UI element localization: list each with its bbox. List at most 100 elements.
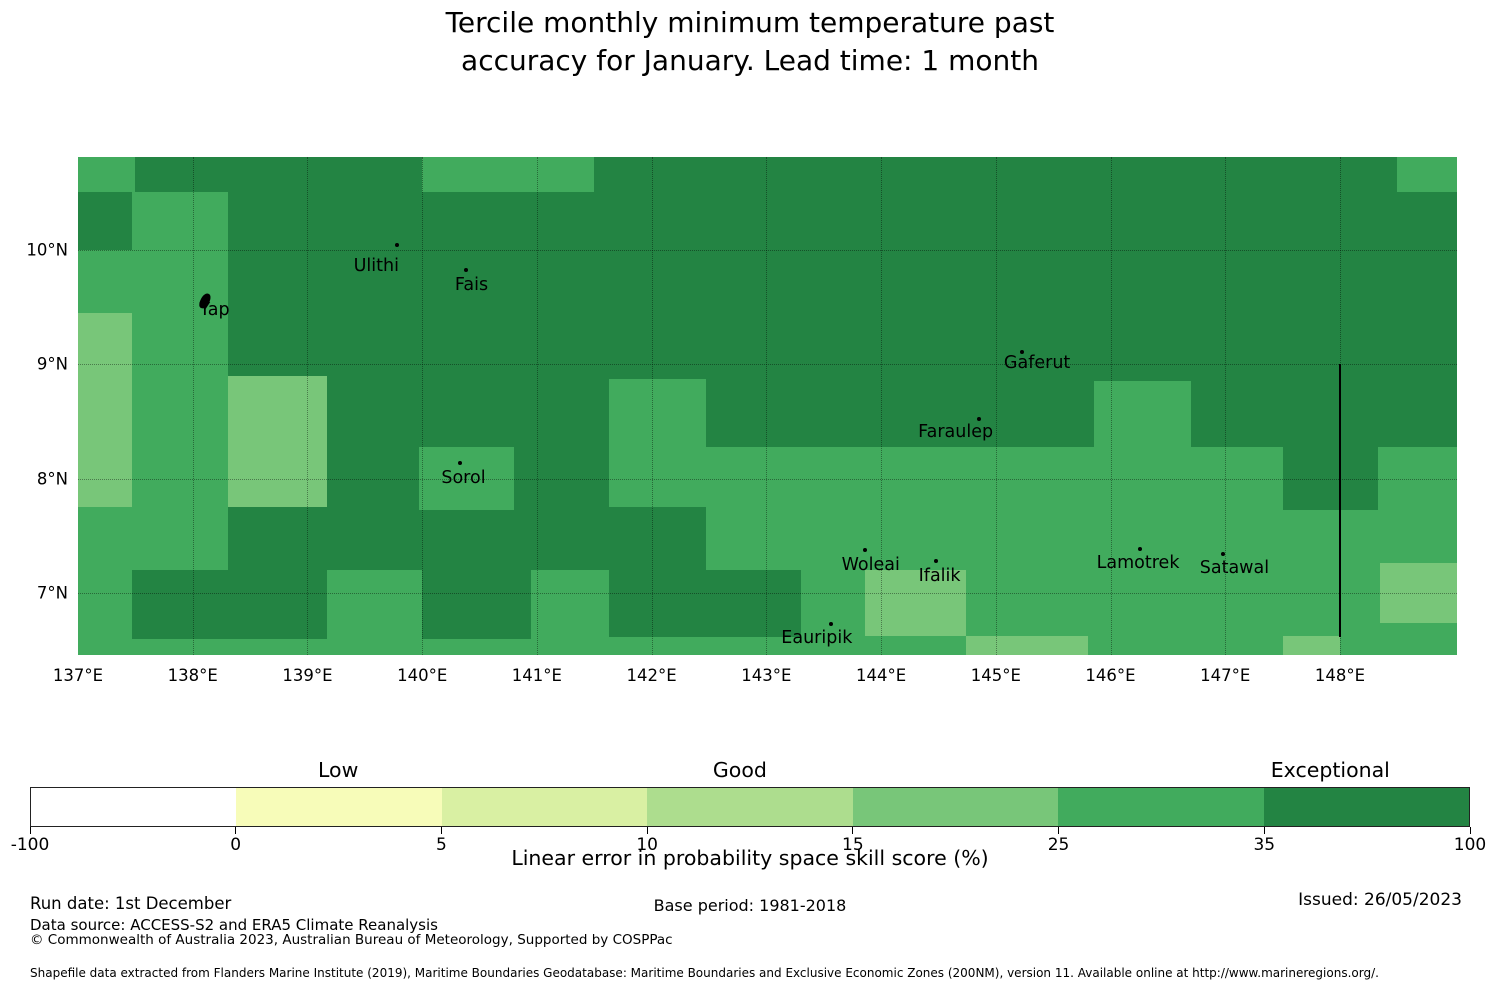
map-grid-cell bbox=[609, 570, 801, 637]
x-tick-label: 146°E bbox=[1085, 666, 1136, 685]
colorbar-tick bbox=[1263, 827, 1265, 834]
map-grid-cell bbox=[78, 312, 132, 508]
x-tick-label: 143°E bbox=[741, 666, 792, 685]
island-label-ifalik: Ifalik bbox=[918, 566, 961, 586]
map-grid-cell bbox=[131, 312, 229, 571]
island-dot-woleai bbox=[863, 547, 868, 552]
map-grid-cell bbox=[1282, 635, 1340, 655]
map-grid-cell bbox=[422, 157, 595, 193]
colorbar-tick-labels: -100 0 5 10 15 25 35 100 bbox=[11, 835, 1487, 857]
footer-copyright: © Commonwealth of Australia 2023, Austra… bbox=[30, 932, 673, 948]
chart-title-line1: Tercile monthly minimum temperature past bbox=[445, 6, 1055, 39]
map-grid-cell bbox=[609, 379, 706, 447]
island-label-sorol: Sorol bbox=[441, 467, 486, 488]
x-tick-label: 144°E bbox=[855, 666, 907, 685]
map-gridline-meridian bbox=[307, 157, 309, 655]
x-tick-label: 137°E bbox=[52, 666, 104, 685]
island-label-fais: Fais bbox=[454, 275, 489, 296]
map-gridline-meridian bbox=[766, 157, 768, 655]
map-gridline-meridian bbox=[1110, 157, 1112, 655]
x-tick-label: 145°E bbox=[970, 666, 1021, 685]
map-gridline-meridian bbox=[881, 157, 883, 655]
colorbar-tick-label: 10 bbox=[636, 835, 658, 855]
map-gridline-meridian bbox=[995, 157, 997, 655]
map-grid-cell bbox=[422, 638, 532, 655]
island-dot-eauripik bbox=[828, 622, 833, 627]
map-grid-cell bbox=[78, 157, 136, 193]
map-grid-cell bbox=[965, 635, 1088, 655]
island-dot-lamotrek bbox=[1138, 546, 1143, 551]
footer-issued-date: Issued: 26/05/2023 bbox=[1298, 890, 1462, 910]
colorbar-tick bbox=[1058, 827, 1060, 834]
colorbar-tick bbox=[852, 827, 854, 834]
x-tick-label: 138°E bbox=[167, 666, 218, 685]
colorbar-category-exceptional: Exceptional bbox=[1270, 758, 1390, 782]
colorbar-tick bbox=[235, 827, 237, 834]
x-tick-label: 139°E bbox=[282, 666, 333, 685]
island-label-ulithi: Ulithi bbox=[353, 255, 399, 276]
island-label-faraulep: Faraulep bbox=[918, 421, 994, 442]
footer-shapefile-note: Shapefile data extracted from Flanders M… bbox=[30, 966, 1379, 980]
colorbar-tick-label: 35 bbox=[1253, 835, 1276, 855]
island-label-woleai: Woleai bbox=[841, 554, 900, 575]
y-axis-tick-labels: 10°N 9°N 8°N 7°N bbox=[18, 157, 68, 655]
map-gridline-meridian bbox=[422, 157, 424, 655]
colorbar-category-good: Good bbox=[712, 758, 767, 782]
colorbar-category-labels: Low Good Exceptional bbox=[30, 758, 1470, 784]
map-grid-cell bbox=[609, 507, 706, 571]
colorbar-segment bbox=[647, 788, 853, 826]
footer-base-period: Base period: 1981-2018 bbox=[653, 896, 847, 915]
y-tick-label: 7°N bbox=[36, 583, 68, 603]
island-dot-ulithi bbox=[394, 243, 399, 248]
island-label-satawal: Satawal bbox=[1199, 557, 1270, 578]
map-gridline-parallel bbox=[78, 364, 1457, 366]
colorbar-tick-label: -100 bbox=[10, 835, 50, 855]
map-grid-cell bbox=[865, 570, 966, 636]
map-gridline-meridian bbox=[536, 157, 538, 655]
colorbar-tick-label: 15 bbox=[842, 835, 864, 855]
colorbar-segment bbox=[1263, 788, 1469, 826]
colorbar-tick bbox=[29, 827, 31, 834]
map-grid-cell bbox=[418, 446, 514, 510]
colorbar-tick-label: 25 bbox=[1047, 835, 1070, 855]
colorbar-segment bbox=[1058, 788, 1264, 826]
map-gridline-parallel bbox=[78, 593, 1457, 595]
island-dot-sorol bbox=[458, 460, 463, 465]
map-grid-cell bbox=[131, 638, 423, 655]
map-gridline-parallel bbox=[78, 478, 1457, 480]
chart-title: Tercile monthly minimum temperature past… bbox=[0, 4, 1500, 80]
island-dot-fais bbox=[463, 268, 468, 273]
x-tick-label: 141°E bbox=[511, 666, 562, 685]
island-label-eauripik: Eauripik bbox=[781, 627, 853, 648]
colorbar-segment bbox=[441, 788, 648, 826]
colorbar-tick-label: 5 bbox=[436, 835, 447, 855]
chart-title-line2: accuracy for January. Lead time: 1 month bbox=[461, 44, 1039, 77]
colorbar-segment bbox=[31, 788, 237, 826]
y-tick-label: 10°N bbox=[26, 240, 68, 260]
map-grid-cell bbox=[1397, 157, 1457, 193]
colorbar-segment bbox=[852, 788, 1059, 826]
x-tick-label: 147°E bbox=[1200, 666, 1251, 685]
colorbar-ticks bbox=[29, 827, 1471, 834]
map-grid-cell bbox=[78, 507, 132, 655]
map-gridline-meridian bbox=[651, 157, 653, 655]
x-tick-label: 140°E bbox=[397, 666, 448, 685]
island-dot-gaferut bbox=[1020, 349, 1025, 354]
map-grid-cell bbox=[1094, 381, 1191, 447]
island-dot-faraulep bbox=[976, 417, 981, 422]
map-grid-cell bbox=[326, 570, 423, 639]
map-grid-cell bbox=[1282, 446, 1378, 510]
island-dot-ifalik bbox=[934, 559, 939, 564]
colorbar-tick bbox=[1469, 827, 1471, 834]
eez-boundary-line bbox=[1338, 364, 1341, 637]
footer-data-source: Data source: ACCESS-S2 and ERA5 Climate … bbox=[30, 916, 438, 934]
x-tick-label: 142°E bbox=[626, 666, 677, 685]
colorbar-tick-label: 100 bbox=[1453, 835, 1487, 855]
colorbar-category-low: Low bbox=[317, 758, 359, 782]
colorbar-tick-label: 0 bbox=[230, 835, 242, 855]
colorbar-tick bbox=[646, 827, 648, 834]
colorbar-caption: Linear error in probability space skill … bbox=[511, 846, 989, 870]
map-gridline-meridian bbox=[192, 157, 194, 655]
y-tick-label: 8°N bbox=[36, 469, 68, 489]
map-grid-cell bbox=[1380, 563, 1457, 623]
